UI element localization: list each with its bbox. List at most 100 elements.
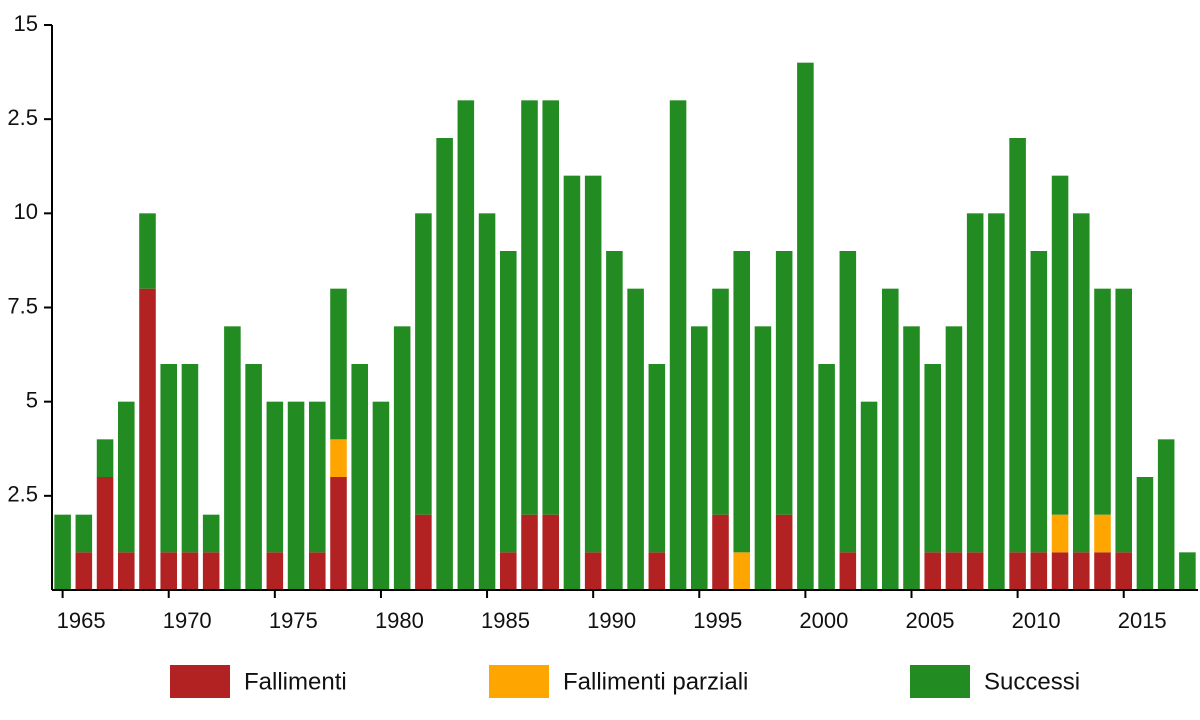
bar-segment [1094, 552, 1111, 590]
x-tick-label: 1980 [375, 608, 424, 633]
bar-segment [648, 364, 666, 553]
legend-swatch [170, 665, 230, 698]
bar-segment [712, 514, 729, 590]
bar-segment [436, 138, 453, 590]
bar-segment [839, 251, 857, 553]
bar-segment [415, 514, 432, 590]
bar-segment [330, 439, 347, 477]
bar-segment [966, 213, 984, 553]
bar-segment [1136, 477, 1154, 590]
bar-segment [1030, 251, 1048, 553]
legend-swatch [489, 665, 549, 698]
legend-swatch [910, 665, 970, 698]
x-tick-label: 2000 [799, 608, 848, 633]
bar-segment [563, 175, 581, 590]
bar-segment [627, 288, 644, 590]
bar-segment [181, 364, 199, 553]
x-tick-label: 1970 [163, 608, 212, 633]
bar-segment [202, 514, 220, 553]
bar-segment [1157, 439, 1175, 590]
x-tick-label: 1975 [269, 608, 318, 633]
bar-segment [415, 213, 432, 515]
bar-segment [882, 288, 899, 590]
y-tick-label: 2.5 [7, 105, 38, 130]
bar-segment [648, 552, 666, 590]
bar-segment [1009, 552, 1026, 590]
bar-segment [54, 514, 71, 590]
bar-segment [1009, 138, 1026, 553]
y-tick-label: 15 [14, 11, 38, 36]
bar-segment [96, 477, 114, 590]
bar-segment [330, 477, 347, 590]
bar-segment [160, 364, 177, 553]
x-tick-label: 2015 [1118, 608, 1167, 633]
bar-segment [287, 401, 305, 590]
bar-segment [691, 326, 708, 590]
bar-segment [309, 552, 326, 590]
bar-segment [1073, 213, 1090, 553]
bar-segment [860, 401, 878, 590]
bar-segment [1073, 552, 1090, 590]
x-tick-label: 1985 [481, 608, 530, 633]
bar-segment [903, 326, 920, 590]
bar-segment [945, 326, 963, 553]
bar-segment [712, 288, 729, 515]
bar-segment [775, 251, 793, 515]
bar-segment [224, 326, 241, 590]
bar-segment [139, 288, 156, 590]
bar-segment [988, 213, 1005, 591]
x-tick-label: 1990 [587, 608, 636, 633]
bar-segment [542, 514, 559, 590]
bar-segment [118, 401, 135, 553]
y-tick-label: 2.5 [7, 482, 38, 507]
bar-segment [330, 288, 347, 440]
bar-segment [96, 439, 114, 477]
x-tick-label: 1995 [693, 608, 742, 633]
bar-segment [75, 514, 93, 553]
bar-segment [500, 552, 517, 590]
bar-segment [351, 364, 368, 590]
legend-label: Fallimenti parziali [563, 668, 748, 695]
bar-segment [478, 213, 496, 591]
bar-segment [945, 552, 963, 590]
bar-segment [1051, 514, 1069, 553]
bar-segment [584, 175, 602, 553]
bar-segment [309, 401, 326, 553]
bar-segment [266, 401, 284, 553]
bar-segment [839, 552, 857, 590]
bar-segment [924, 364, 941, 553]
bar-segment [1115, 552, 1132, 590]
bar-segment [542, 100, 559, 515]
bar-segment [202, 552, 220, 590]
bar-segment [160, 552, 177, 590]
bar-segment [1030, 552, 1048, 590]
x-tick-label: 2005 [906, 608, 955, 633]
bar-segment [1094, 288, 1111, 515]
bar-segment [1051, 175, 1069, 515]
bar-segment [1094, 514, 1111, 553]
bar-segment [754, 326, 772, 590]
bar-segment [521, 514, 538, 590]
bar-segment [266, 552, 284, 590]
bar-segment [521, 100, 538, 515]
bar-segment [139, 213, 156, 289]
bar-segment [118, 552, 135, 590]
bar-segment [393, 326, 411, 590]
bar-segment [733, 251, 750, 553]
y-tick-label: 5 [26, 387, 38, 412]
x-tick-label: 1965 [57, 608, 106, 633]
bar-segment [1115, 288, 1132, 553]
bar-segment [75, 552, 93, 590]
bar-segment [1051, 552, 1069, 590]
bar-segment [181, 552, 199, 590]
bar-segment [733, 552, 750, 590]
bar-segment [1179, 552, 1196, 590]
bar-segment [606, 251, 623, 590]
bar-segment [669, 100, 687, 590]
bar-segment [584, 552, 602, 590]
y-tick-label: 10 [14, 199, 38, 224]
bar-segment [797, 62, 814, 590]
bar-segment [372, 401, 390, 590]
legend-label: Fallimenti [244, 668, 347, 695]
